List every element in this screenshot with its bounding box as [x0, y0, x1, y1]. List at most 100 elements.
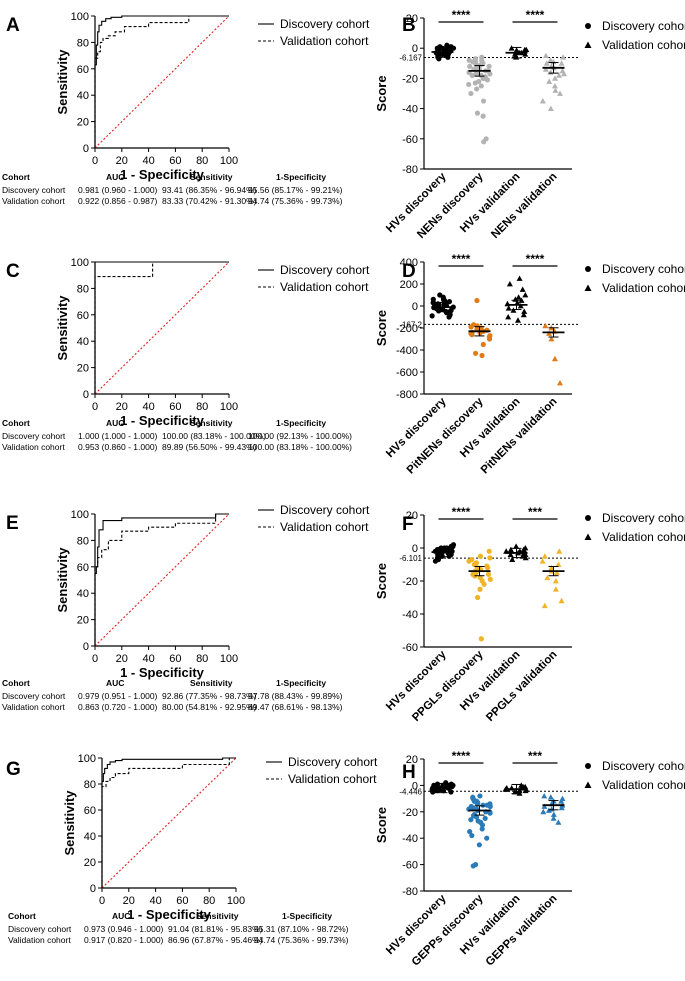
x-tick-label: 80	[196, 653, 208, 665]
data-point	[542, 322, 549, 329]
data-point	[507, 551, 514, 557]
data-point	[475, 818, 481, 824]
data-point	[480, 341, 486, 348]
data-point	[439, 51, 445, 57]
data-point	[484, 835, 490, 841]
data-point	[476, 842, 482, 848]
data-point	[482, 815, 488, 822]
roc-curve-discovery	[94, 513, 229, 646]
data-point	[430, 296, 436, 302]
data-point	[474, 86, 480, 92]
panel-letter: E	[6, 513, 19, 534]
data-point	[547, 105, 554, 111]
legend-label: Validation cohort	[288, 772, 377, 786]
x-axis-label: 1 - Specificity	[120, 167, 205, 182]
data-point	[541, 792, 548, 799]
y-tick-label: -600	[396, 367, 418, 379]
data-point	[516, 790, 523, 796]
legend-label: Validation cohort	[602, 281, 685, 295]
data-point	[548, 564, 555, 571]
y-tick-label: 100	[78, 753, 96, 765]
significance-label: ****	[452, 8, 471, 22]
x-tick-label: 40	[149, 895, 161, 907]
data-point	[487, 810, 493, 816]
data-point	[480, 802, 486, 808]
data-point	[481, 139, 487, 145]
x-tick-label: 20	[123, 895, 135, 907]
legend-label: Discovery cohort	[280, 17, 370, 31]
data-point	[486, 334, 493, 340]
panel-letter: A	[6, 15, 20, 36]
x-tick-label: 40	[142, 155, 154, 167]
y-tick-label: 100	[71, 257, 89, 269]
y-tick-label: 20	[406, 510, 418, 522]
x-axis-label: 1 - Specificity	[120, 665, 205, 680]
data-point	[551, 82, 558, 89]
y-tick-label: 200	[400, 279, 418, 291]
x-axis-label: 1 - Specificity	[127, 907, 212, 922]
y-tick-label: -20	[402, 73, 418, 85]
table-header: 1-Specificity	[276, 418, 326, 428]
y-axis-label: Sensitivity	[55, 547, 70, 613]
y-tick-label: 20	[77, 615, 89, 627]
y-tick-label: 0	[412, 301, 418, 313]
roc-curve-discovery	[94, 15, 229, 148]
data-point	[473, 814, 480, 820]
y-tick-label: 20	[406, 13, 418, 25]
data-point	[556, 548, 563, 554]
table-header: Cohort	[2, 172, 30, 182]
x-tick-label: 0	[92, 401, 98, 413]
data-point	[541, 553, 548, 559]
data-point	[467, 63, 473, 69]
y-tick-label: 60	[77, 562, 89, 574]
table-cell: Validation cohort	[2, 442, 65, 452]
y-tick-label: 0	[90, 883, 96, 895]
legend-label: Discovery cohort	[602, 511, 685, 525]
data-point	[487, 555, 493, 561]
table-header: Cohort	[8, 911, 36, 921]
table-header: AUC	[106, 418, 124, 428]
panel-letter: H	[402, 762, 416, 783]
data-point	[469, 72, 475, 78]
data-point	[540, 808, 547, 815]
y-tick-label: 40	[77, 90, 89, 102]
legend-label: Discovery cohort	[602, 19, 685, 33]
y-axis-label: Score	[374, 75, 389, 111]
roc-curve-validation	[94, 15, 229, 148]
data-point	[446, 314, 452, 320]
legend-label: Validation cohort	[280, 280, 369, 294]
data-point	[480, 113, 486, 119]
data-point	[437, 292, 443, 298]
x-tick-label: 60	[169, 401, 181, 413]
data-point	[560, 54, 567, 60]
data-point	[431, 782, 437, 789]
table-cell: 0.917 (0.820 - 1.000)	[84, 935, 164, 945]
y-tick-label: 100	[71, 509, 89, 521]
legend-label: Validation cohort	[280, 34, 369, 48]
y-axis-label: Score	[374, 310, 389, 346]
y-tick-label: -40	[402, 833, 418, 845]
data-point	[470, 59, 476, 65]
data-point	[432, 558, 439, 564]
y-tick-label: -40	[402, 609, 418, 621]
data-point	[478, 83, 484, 89]
y-tick-label: -400	[396, 345, 418, 357]
data-point	[485, 571, 492, 578]
y-axis-label: Score	[374, 807, 389, 843]
legend-marker-triangle	[584, 284, 592, 291]
panel-letter: D	[402, 261, 416, 282]
data-point	[477, 586, 483, 592]
data-point	[477, 553, 484, 559]
legend-marker-triangle	[584, 533, 592, 540]
table-cell: 100.00 (83.18% - 100.00%)	[162, 431, 266, 441]
data-point	[514, 299, 521, 306]
data-point	[471, 797, 477, 803]
x-tick-label: 60	[169, 155, 181, 167]
data-point	[555, 72, 562, 78]
data-point	[553, 569, 560, 576]
table-cell: 100.00 (92.13% - 100.00%)	[248, 431, 352, 441]
data-point	[473, 62, 479, 68]
data-point	[521, 308, 528, 314]
panel-letter: F	[402, 514, 414, 535]
